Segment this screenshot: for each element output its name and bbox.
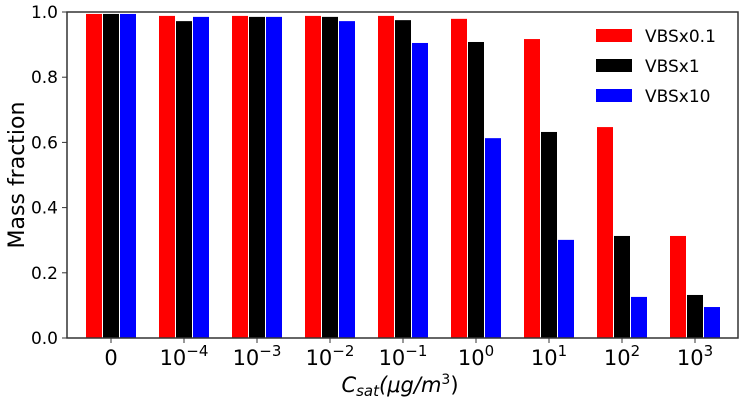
x-tick-exponent: −4 (186, 342, 208, 360)
bar-vbsx10-2 (266, 16, 282, 338)
x-tick-exponent: −3 (259, 342, 281, 360)
x-tick-label: 10−4 (160, 342, 209, 370)
axes-layer: 0.00.20.40.60.81.00 10−4 10−3 10−2 10−1 100 10… (31, 3, 739, 370)
x-tick-exponent: −1 (405, 342, 427, 360)
bar-vbsx0-1-1 (159, 15, 175, 339)
x-tick-base: 10 (677, 346, 704, 370)
y-tick-label: 0.2 (31, 264, 58, 284)
x-tick-exponent: −2 (332, 342, 354, 360)
x-tick-label: 10−3 (233, 342, 282, 370)
x-tick-label: 100 (458, 342, 494, 370)
legend-swatch (596, 29, 632, 42)
x-tick-label: 103 (677, 342, 713, 370)
y-tick-label: 0.0 (31, 329, 58, 349)
bar-vbsx1-7 (614, 235, 630, 338)
bar-vbsx0-1-6 (524, 39, 540, 339)
bar-vbsx1-4 (395, 20, 411, 339)
y-tick-label: 0.6 (31, 133, 58, 153)
bar-vbsx0-1-0 (86, 13, 102, 339)
x-label-sup: 3 (441, 372, 450, 388)
bar-vbsx0-1-8 (670, 235, 686, 338)
legend-swatch (596, 89, 632, 102)
bar-vbsx1-3 (322, 16, 338, 338)
x-tick-label: 101 (531, 342, 567, 370)
x-tick-exponent: 1 (558, 342, 568, 360)
y-tick-label: 0.4 (31, 199, 58, 219)
x-tick-exponent: 3 (704, 342, 714, 360)
bar-vbsx10-5 (485, 138, 501, 338)
bar-vbsx10-7 (631, 296, 647, 338)
bar-vbsx10-3 (339, 21, 355, 339)
bar-vbsx10-4 (412, 42, 428, 338)
x-tick-label: 10−1 (379, 342, 428, 370)
x-tick-base: 10 (233, 346, 260, 370)
x-axis-label: Csat(μg/m3) (341, 372, 458, 400)
bar-vbsx10-1 (193, 16, 209, 338)
bar-vbsx10-6 (558, 239, 574, 338)
x-tick-label: 0 (104, 346, 117, 370)
bar-vbsx0-1-4 (378, 15, 394, 339)
x-tick-label: 102 (604, 342, 640, 370)
y-axis-label: Mass fraction (5, 102, 30, 249)
x-label-close: ) (450, 373, 458, 397)
x-tick-base: 0 (104, 346, 117, 370)
x-tick-label: 10−2 (306, 342, 355, 370)
x-tick-base: 10 (379, 346, 406, 370)
legend: VBSx0.1 VBSx1 VBSx10 (596, 27, 716, 107)
bar-vbsx0-1-7 (597, 127, 613, 338)
legend-label: VBSx1 (645, 57, 700, 77)
x-label-main: C (341, 373, 356, 397)
bar-vbsx0-1-3 (305, 15, 321, 339)
bar-vbsx1-1 (176, 21, 192, 339)
bar-vbsx10-8 (704, 307, 720, 338)
bar-vbsx1-0 (103, 13, 119, 339)
bars-layer (86, 13, 720, 339)
bar-vbsx1-8 (687, 294, 703, 338)
bar-vbsx1-5 (468, 41, 484, 338)
x-label-sub: sat (356, 382, 380, 400)
bar-vbsx1-6 (541, 131, 557, 338)
x-tick-base: 10 (160, 346, 187, 370)
legend-label: VBSx10 (645, 87, 710, 107)
y-tick-label: 0.8 (31, 68, 58, 88)
x-tick-base: 10 (604, 346, 631, 370)
legend-label: VBSx0.1 (645, 27, 716, 47)
y-tick-label: 1.0 (31, 3, 58, 23)
bar-vbsx10-0 (120, 13, 136, 339)
bar-vbsx0-1-2 (232, 15, 248, 339)
bar-vbsx1-2 (249, 16, 265, 338)
x-tick-base: 10 (458, 346, 485, 370)
legend-swatch (596, 59, 632, 72)
x-tick-base: 10 (306, 346, 333, 370)
x-label-rest: (μg/m (379, 373, 441, 397)
x-tick-exponent: 0 (485, 342, 495, 360)
x-tick-base: 10 (531, 346, 558, 370)
bar-vbsx0-1-5 (451, 18, 467, 338)
x-tick-exponent: 2 (631, 342, 641, 360)
